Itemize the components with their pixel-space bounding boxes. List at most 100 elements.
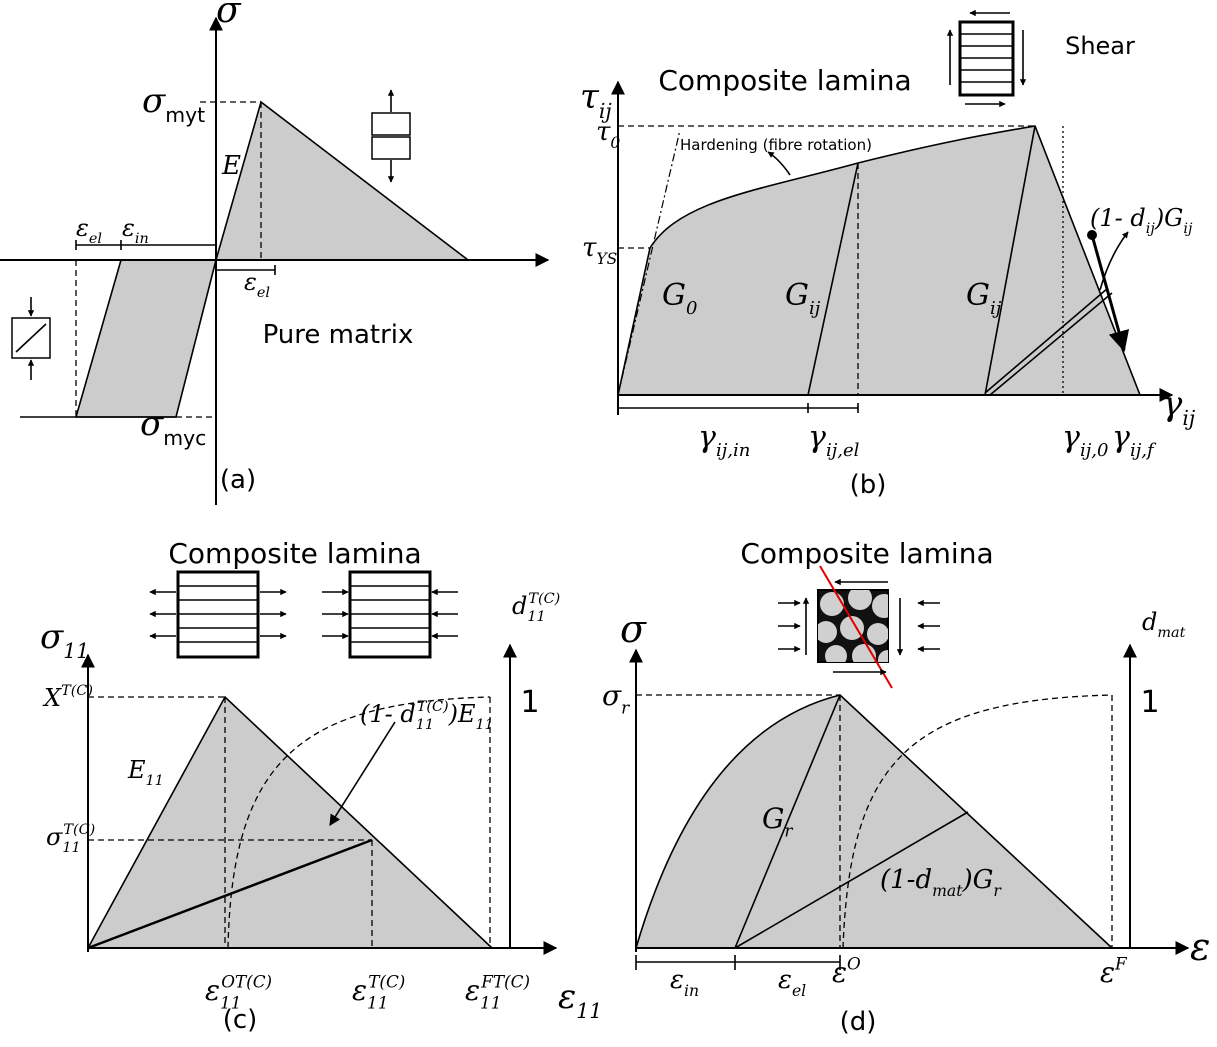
label-part: ij: [599, 99, 613, 123]
tension-area: [86, 695, 495, 949]
math-label: σr: [602, 679, 630, 717]
label: Shear: [1065, 32, 1135, 60]
label-part: 11: [527, 609, 545, 625]
math-label: ε11: [558, 977, 602, 1023]
math-label: σ: [620, 607, 647, 651]
math-label: σ11: [40, 617, 89, 663]
math-label: σmyt: [142, 81, 205, 127]
math-label: dmat: [1142, 608, 1186, 641]
label-part: F: [1114, 953, 1128, 973]
math-label: γij: [1162, 384, 1196, 430]
label-part: ij: [1183, 221, 1193, 237]
unloading-line: [734, 694, 841, 949]
label-part: T(C): [63, 822, 95, 838]
label-part: ε: [76, 214, 89, 242]
label-part: ε: [778, 965, 792, 995]
label-part: ε: [122, 214, 135, 242]
label-part: E: [127, 756, 146, 784]
label-part: r: [993, 882, 1002, 900]
math-label: Gr: [762, 802, 793, 840]
label-part: ij: [809, 298, 821, 319]
label-part: 11: [480, 992, 501, 1012]
math-label: G0: [662, 278, 697, 319]
shear-area: [634, 694, 1115, 949]
label-part: in: [135, 231, 149, 247]
math-label: E11: [127, 756, 164, 789]
math-label: ε11T(C): [352, 971, 405, 1012]
label-arrow: [767, 151, 791, 176]
icon: [15, 323, 47, 353]
label-part: (1- d: [1090, 204, 1146, 232]
math-label: εO: [832, 953, 861, 989]
label-part: G: [762, 802, 784, 835]
label-part: τ: [596, 117, 611, 147]
label-part: 11: [63, 639, 89, 663]
label-part: YS: [596, 250, 617, 268]
label-part: γ: [698, 420, 716, 455]
math-label: γij,f: [1112, 420, 1157, 461]
label-part: el: [792, 982, 806, 1000]
label-part: ε: [1100, 956, 1115, 989]
math-label: Gij: [966, 278, 1002, 319]
label-part: d: [512, 592, 527, 620]
damaged-line: [734, 811, 969, 949]
unloading-line: [984, 125, 1036, 396]
label-part: G: [966, 278, 990, 313]
hardening-line: [617, 129, 681, 396]
label-part: T(C): [528, 591, 560, 607]
label-part: (1- d: [360, 700, 416, 728]
math-label: γij,in: [698, 420, 750, 461]
label: (b): [850, 470, 887, 500]
math-label: εin: [122, 214, 149, 247]
label-part: γ: [1162, 384, 1183, 424]
damaged-line: [87, 838, 373, 950]
label: Pure matrix: [263, 320, 414, 350]
damage-curve: [227, 696, 491, 949]
damaged-line: [984, 287, 1109, 394]
label-part: d: [1142, 608, 1157, 636]
math-label: τYS: [582, 233, 617, 268]
label-part: σ: [602, 679, 622, 712]
label-part: T(C): [417, 699, 449, 715]
label: Hardening (fibre rotation): [680, 136, 872, 154]
label: (a): [220, 465, 256, 495]
icon: [371, 136, 411, 160]
label: Composite lamina: [168, 537, 421, 570]
label-part: r: [621, 697, 630, 717]
label-part: σ: [620, 607, 647, 651]
math-label: σ: [216, 0, 242, 31]
label-arrow: [329, 721, 396, 826]
label-part: ij: [1182, 406, 1196, 430]
panel-c: [81, 570, 558, 955]
math-label: (1- d11T(C))E11: [360, 699, 494, 733]
damage-arrow: [1090, 234, 1130, 353]
label-part: T(C): [61, 683, 93, 699]
math-label: εF: [1100, 953, 1128, 989]
label-part: ε: [352, 974, 367, 1007]
label-part: 11: [416, 717, 434, 733]
label-part: σ: [46, 823, 63, 851]
label-part: E: [221, 151, 241, 181]
panel-d: [629, 565, 1190, 970]
label: Composite lamina: [740, 537, 993, 570]
label-part: ε: [244, 268, 257, 296]
label-part: 0: [686, 298, 697, 319]
fibres: [178, 585, 430, 643]
icon-arrows: [149, 588, 458, 640]
damaged-line: [989, 292, 1113, 396]
math-label: σ11 T(C): [46, 822, 95, 856]
math-label: εin: [670, 965, 699, 1000]
label-part: ij,0: [1080, 440, 1109, 461]
label-part: τ: [580, 77, 600, 117]
shear-icon: [960, 33, 1013, 83]
compression-area: [74, 259, 218, 418]
math-label: ε: [1190, 925, 1210, 969]
label-part: γ: [1112, 420, 1130, 455]
label-part: ij: [990, 298, 1002, 319]
label-part: myt: [165, 103, 205, 127]
math-label: XT(C): [42, 683, 93, 712]
label-part: )G: [961, 865, 993, 895]
label-part: 11: [576, 999, 602, 1023]
math-label: τij: [580, 77, 612, 123]
